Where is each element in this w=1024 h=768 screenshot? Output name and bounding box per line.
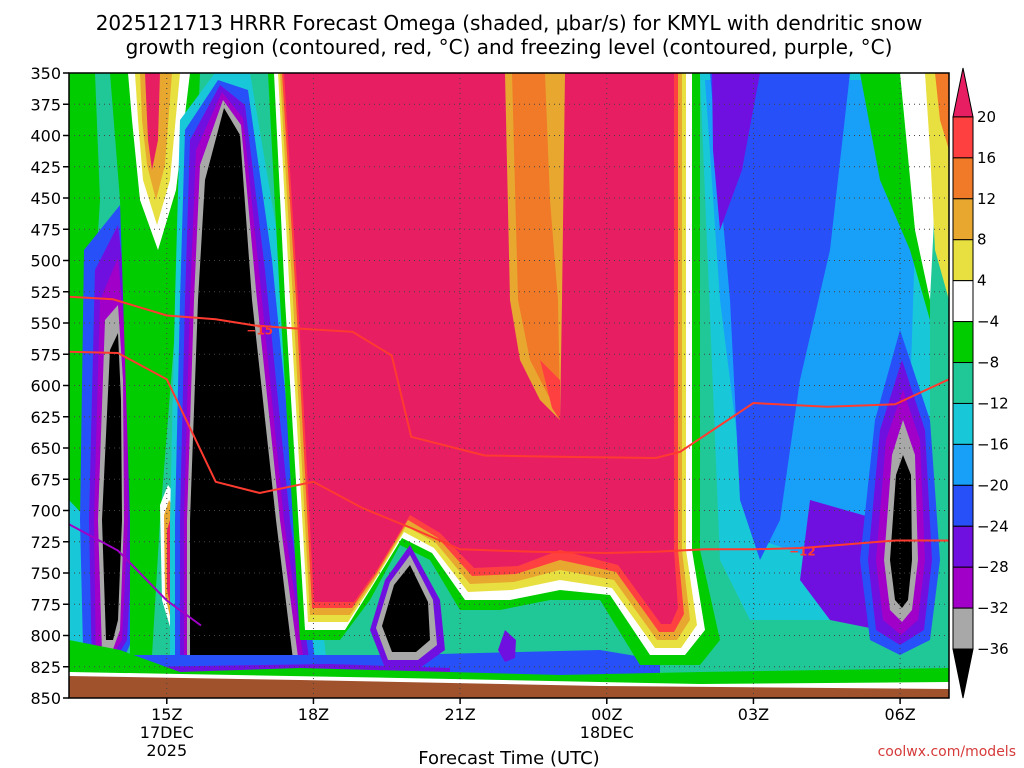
colorbar: 20 16 12 8 4 −4 −8 −12 −16 −20 −24 −28 −32 −36	[952, 67, 1009, 699]
y-tick-label: 675	[30, 470, 61, 489]
x-tick-year: 2025	[146, 741, 187, 760]
colorbar-swatch	[952, 484, 974, 527]
y-tick-label: 400	[30, 127, 61, 146]
y-axis: 350 375 400 425 450 475 500 525 550 575 600 625 650 6…	[30, 64, 69, 708]
colorbar-swatch	[952, 525, 974, 568]
y-tick-label: 700	[30, 502, 61, 521]
y-tick-label: 650	[30, 439, 61, 458]
colorbar-swatch	[952, 362, 974, 404]
y-tick-label: 550	[30, 314, 61, 333]
y-tick-label: 825	[30, 658, 61, 677]
chart-title-line2: growth region (contoured, red, °C) and f…	[126, 35, 893, 59]
omega-shade-plume-red	[540, 360, 560, 420]
colorbar-swatch	[952, 443, 974, 486]
omega-shade-col-black	[190, 108, 294, 668]
dendritic-contour	[69, 295, 949, 460]
x-tick-label: 21Z	[444, 705, 475, 724]
chart-title-line1: 2025121713 HRRR Forecast Omega (shaded, …	[96, 11, 923, 35]
colorbar-swatch	[952, 566, 974, 609]
omega-shade-blob2-purple	[498, 630, 516, 662]
colorbar-top-arrow	[952, 67, 974, 118]
y-tick-label: 725	[30, 533, 61, 552]
colorbar-tick-label: 12	[977, 190, 996, 208]
y-tick-label: 575	[30, 345, 61, 364]
contour-label: −12	[789, 545, 816, 559]
y-tick-label: 500	[30, 252, 61, 271]
y-tick-label: 750	[30, 564, 61, 583]
colorbar-swatch	[952, 280, 974, 323]
y-tick-label: 475	[30, 220, 61, 239]
omega-shade-blob3-black	[890, 455, 912, 608]
omega-shade-plume-deeporange	[512, 73, 560, 410]
colorbar-swatch	[952, 321, 974, 364]
contour-layer: −15 −12	[69, 295, 949, 627]
x-axis-label: Forecast Time (UTC)	[418, 748, 599, 768]
colorbar-tick-label: −4	[977, 313, 999, 331]
omega-shade-right-purple	[712, 73, 760, 230]
colorbar-tick-label: −24	[977, 517, 1009, 535]
y-tick-label: 850	[30, 689, 61, 708]
x-tick-label: 00Z	[591, 705, 622, 724]
omega-shade-blob-black	[382, 565, 430, 652]
y-tick-label: 775	[30, 595, 61, 614]
omega-shade-left-black	[102, 333, 122, 640]
colorbar-swatch	[952, 239, 974, 282]
x-tick-date: 17DEC	[140, 723, 194, 742]
colorbar-tick-label: −32	[977, 599, 1009, 617]
x-tick-label: 15Z	[151, 705, 182, 724]
x-tick-label: 03Z	[738, 705, 769, 724]
colorbar-swatch	[952, 116, 974, 159]
y-tick-label: 450	[30, 189, 61, 208]
colorbar-tick-label: 20	[977, 108, 996, 126]
colorbar-swatch	[952, 198, 974, 241]
freezing-level-contour	[69, 523, 202, 627]
terrain-ground	[69, 676, 949, 698]
colorbar-tick-label: 8	[977, 231, 987, 249]
omega-shade-right-blue	[710, 73, 850, 560]
omega-shade-mid-pink	[145, 73, 160, 170]
colorbar-tick-label: −28	[977, 558, 1009, 576]
contour-label: −15	[246, 323, 273, 337]
omega-shade-right-white	[900, 73, 935, 300]
y-tick-label: 425	[30, 158, 61, 177]
colorbar-tick-label: −16	[977, 435, 1009, 453]
colorbar-tick-label: 4	[977, 272, 987, 290]
colorbar-swatch	[952, 157, 974, 200]
omega-shade-right-orange	[935, 73, 949, 150]
y-tick-label: 800	[30, 627, 61, 646]
colorbar-swatch	[952, 607, 974, 650]
y-tick-label: 600	[30, 377, 61, 396]
colorbar-bottom-arrow	[952, 648, 974, 699]
x-tick-label: 06Z	[884, 705, 915, 724]
colorbar-tick-label: −20	[977, 476, 1009, 494]
x-tick-label: 18Z	[298, 705, 329, 724]
colorbar-tick-label: −36	[977, 640, 1009, 658]
credit-text: coolwx.com/models	[878, 744, 1016, 760]
x-tick-date: 18DEC	[580, 723, 634, 742]
omega-shade-main-pink	[284, 73, 678, 624]
colorbar-swatch	[952, 402, 974, 445]
colorbar-tick-label: −8	[977, 354, 999, 372]
dendritic-contour	[69, 350, 949, 555]
y-tick-label: 350	[30, 64, 61, 83]
colorbar-tick-label: 16	[977, 149, 996, 167]
y-tick-label: 525	[30, 283, 61, 302]
y-tick-label: 625	[30, 408, 61, 427]
plot-area	[69, 73, 949, 698]
y-tick-label: 375	[30, 95, 61, 114]
colorbar-tick-label: −12	[977, 394, 1009, 412]
